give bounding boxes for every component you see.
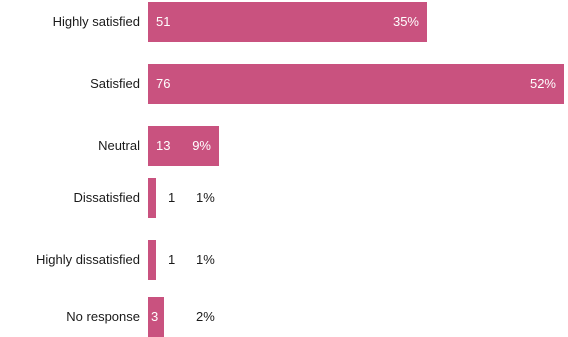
bar — [148, 126, 219, 166]
percent-label: 9% — [192, 138, 211, 153]
percent-label: 1% — [196, 190, 215, 205]
bar-row: No response 3 2% — [0, 297, 568, 337]
count-label: 1 — [168, 190, 176, 205]
percent-label: 2% — [196, 309, 215, 324]
count-label: 3 — [151, 309, 159, 324]
bar-row: Highly dissatisfied 1 1% — [0, 240, 568, 280]
percent-label: 35% — [392, 14, 419, 29]
count-label: 13 — [156, 138, 171, 153]
category-label: Satisfied — [90, 76, 140, 91]
bar — [148, 240, 156, 280]
bar-row: Neutral 13 9% — [0, 126, 568, 166]
count-label: 51 — [156, 14, 171, 29]
percent-label: 1% — [196, 252, 215, 267]
category-label: Dissatisfied — [73, 190, 140, 205]
count-label: 76 — [156, 76, 171, 91]
category-label: No response — [66, 309, 140, 324]
bar — [148, 2, 427, 42]
bar-row: Highly satisfied 51 35% — [0, 2, 568, 42]
bar — [148, 64, 564, 104]
bar-row: Satisfied 76 52% — [0, 64, 568, 104]
count-label: 1 — [168, 252, 176, 267]
bar — [148, 178, 156, 218]
percent-label: 52% — [529, 76, 556, 91]
category-label: Neutral — [98, 138, 140, 153]
category-label: Highly satisfied — [52, 14, 140, 29]
category-label: Highly dissatisfied — [35, 252, 140, 267]
bar — [148, 297, 164, 337]
bar-row: Dissatisfied 1 1% — [0, 178, 568, 218]
